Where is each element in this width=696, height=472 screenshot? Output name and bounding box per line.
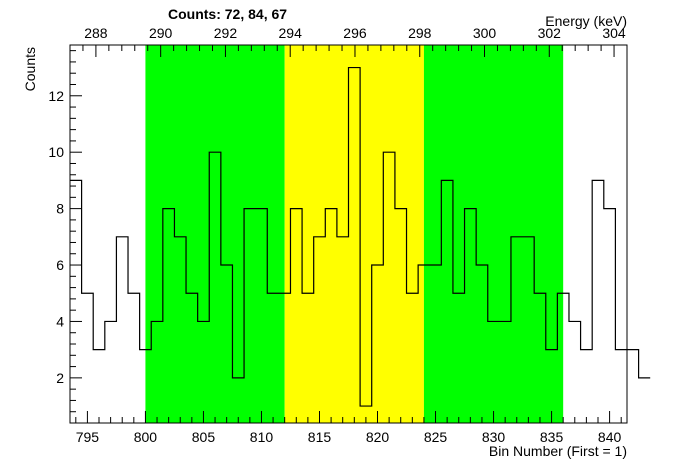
x2-tick-label: 294 — [279, 25, 303, 41]
x-tick-label: 795 — [76, 429, 100, 445]
x2-tick-label: 290 — [149, 25, 173, 41]
x-tick-label: 815 — [308, 429, 332, 445]
x2-tick-label: 292 — [214, 25, 238, 41]
y-tick-label: 10 — [48, 144, 64, 160]
plot-frame — [69, 44, 628, 424]
chart-title: Counts: 72, 84, 67 — [168, 6, 287, 22]
x2-tick-label: 304 — [602, 25, 626, 41]
x2-tick-label: 302 — [538, 25, 562, 41]
x-tick-label: 800 — [134, 429, 158, 445]
x-tick-label: 810 — [250, 429, 274, 445]
x-tick-label: 830 — [482, 429, 506, 445]
x2-tick-label: 298 — [408, 25, 432, 41]
x-tick-label: 805 — [192, 429, 216, 445]
y-tick-label: 2 — [56, 370, 64, 386]
top-axis-title: Energy (keV) — [545, 13, 627, 29]
x2-tick-label: 296 — [343, 25, 367, 41]
x-tick-label: 835 — [540, 429, 564, 445]
y-tick-label: 6 — [56, 257, 64, 273]
x-tick-label: 820 — [366, 429, 390, 445]
y-tick-label: 4 — [56, 313, 64, 329]
y-axis-title: Counts — [22, 47, 38, 91]
histogram-layer — [70, 66, 651, 407]
x2-tick-label: 288 — [84, 25, 108, 41]
region-2 — [284, 45, 424, 423]
histogram-line — [70, 66, 651, 407]
region-3 — [423, 45, 564, 423]
y-tick-label: 12 — [48, 88, 64, 104]
x-tick-label: 840 — [598, 429, 622, 445]
bottom-axis-title: Bin Number (First = 1) — [489, 443, 627, 459]
highlight-regions — [145, 45, 564, 423]
y-tick-label: 8 — [56, 201, 64, 217]
region-1 — [145, 45, 285, 423]
x2-tick-label: 300 — [473, 25, 497, 41]
x-tick-label: 825 — [424, 429, 448, 445]
